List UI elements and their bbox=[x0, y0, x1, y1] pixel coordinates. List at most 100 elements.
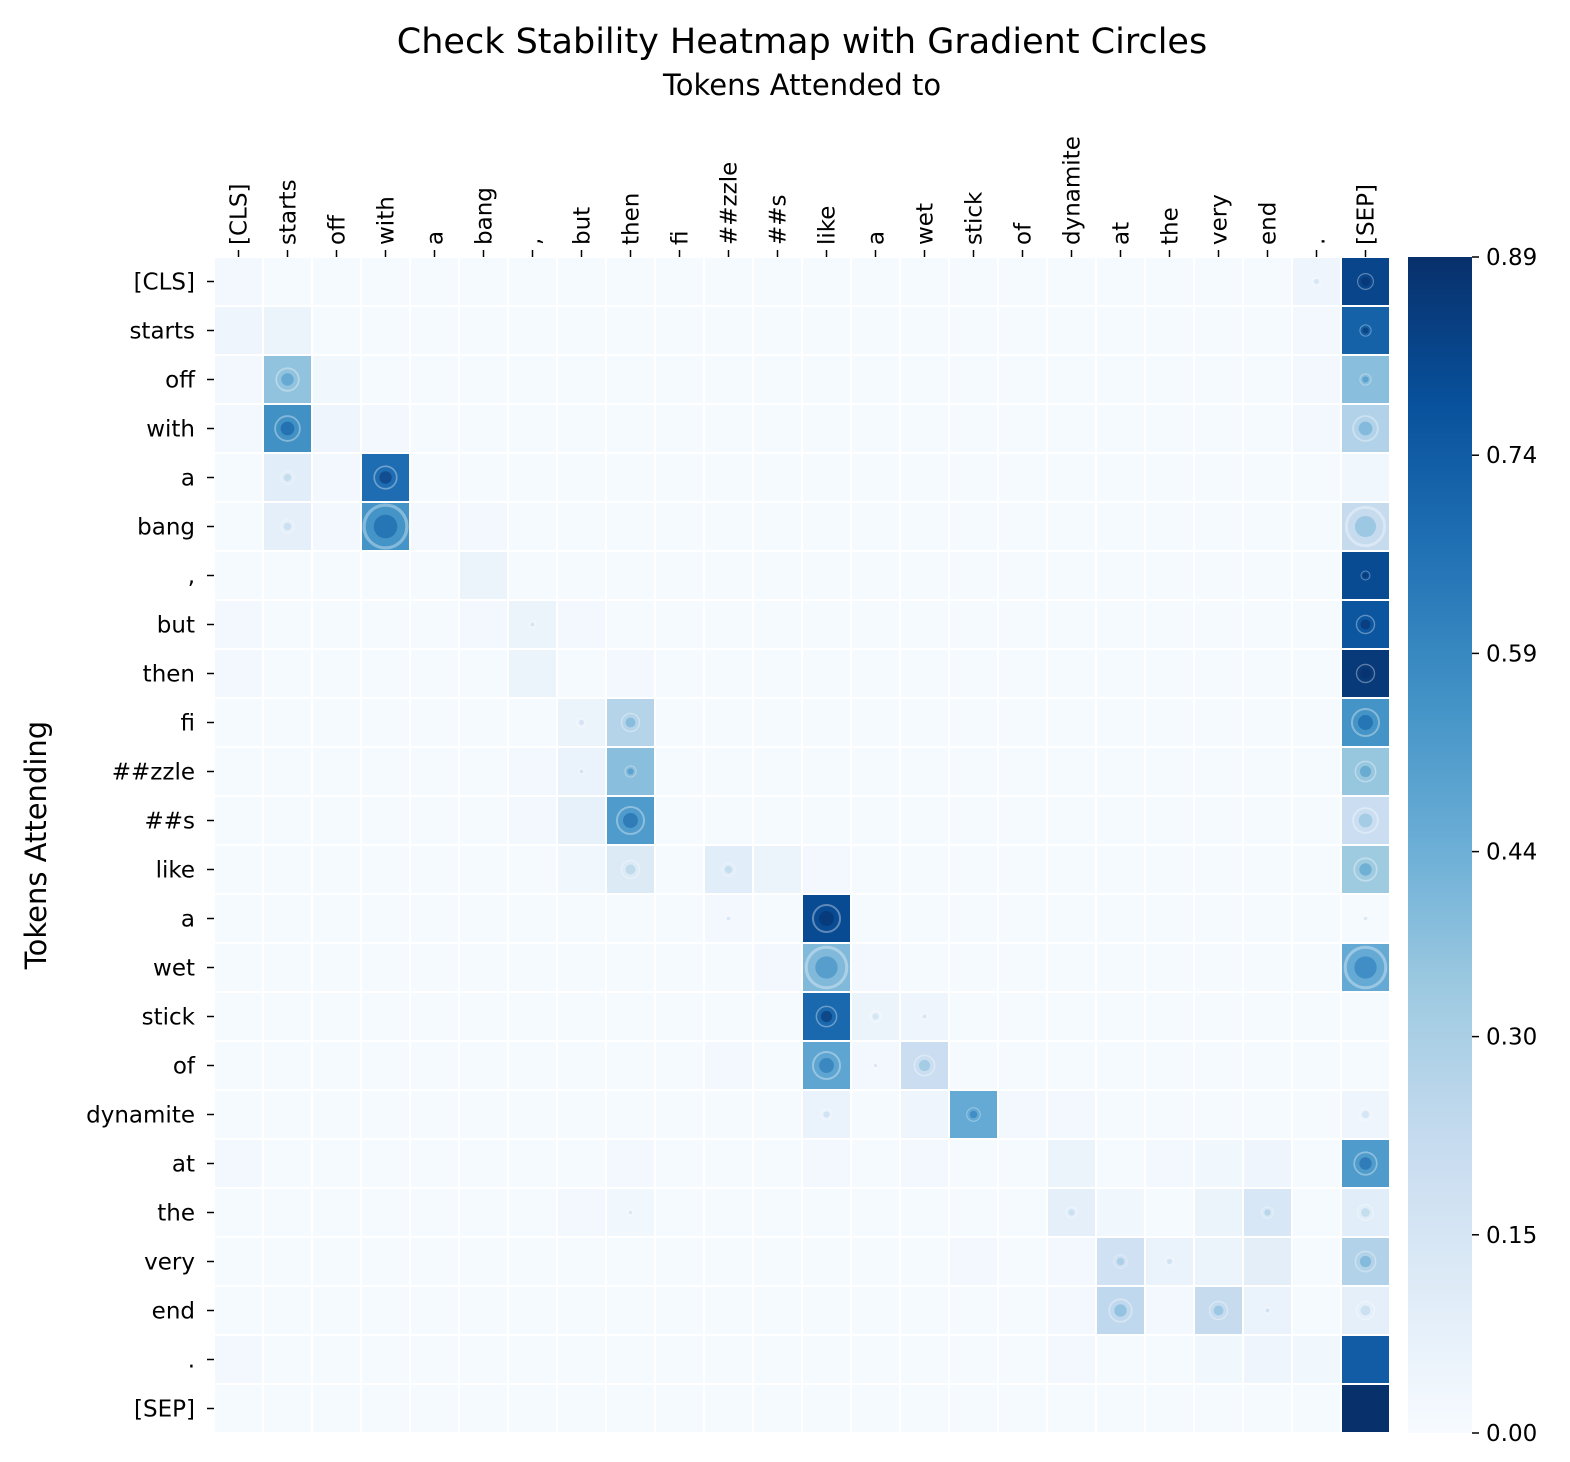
heatmap-cell bbox=[703, 1040, 754, 1091]
y-tick-label: starts bbox=[129, 319, 195, 345]
heatmap-cell bbox=[654, 844, 705, 895]
heatmap-cell bbox=[262, 942, 313, 993]
gradient-circle-core bbox=[820, 1010, 833, 1023]
heatmap-cell bbox=[752, 1089, 803, 1140]
y-tick-label: a bbox=[181, 907, 195, 933]
heatmap-cell bbox=[948, 599, 999, 650]
heatmap-cell bbox=[654, 452, 705, 503]
heatmap-cell bbox=[654, 403, 705, 454]
x-tick-label: ##s bbox=[766, 194, 792, 245]
heatmap-cell bbox=[1095, 1138, 1146, 1189]
heatmap-cell bbox=[1291, 501, 1342, 552]
gradient-circle-core bbox=[815, 956, 838, 979]
heatmap-cell bbox=[311, 305, 362, 356]
heatmap-cell bbox=[360, 305, 411, 356]
y-tick-label: [SEP] bbox=[134, 1397, 195, 1423]
heatmap-cell bbox=[1291, 305, 1342, 356]
heatmap-cell bbox=[507, 1040, 558, 1091]
heatmap-cell bbox=[997, 893, 1048, 944]
heatmap-cell bbox=[752, 256, 803, 307]
gradient-circle-core bbox=[1363, 916, 1368, 921]
heatmap-cell bbox=[997, 844, 1048, 895]
heatmap-cell bbox=[752, 1383, 803, 1434]
heatmap-cell bbox=[703, 305, 754, 356]
heatmap-cell bbox=[213, 844, 264, 895]
heatmap-cell bbox=[507, 452, 558, 503]
heatmap-cell bbox=[752, 795, 803, 846]
heatmap-cell bbox=[458, 942, 509, 993]
heatmap-cell bbox=[997, 501, 1048, 552]
heatmap-cell bbox=[556, 354, 607, 405]
heatmap-cell bbox=[948, 1236, 999, 1287]
heatmap-cell bbox=[1095, 746, 1146, 797]
heatmap-cell bbox=[262, 697, 313, 748]
y-tick-label: ##s bbox=[144, 809, 195, 835]
heatmap-cell bbox=[409, 1040, 460, 1091]
heatmap-cell bbox=[262, 1383, 313, 1434]
heatmap-cells bbox=[213, 256, 1391, 1434]
heatmap-cell bbox=[409, 1285, 460, 1336]
heatmap-cell bbox=[556, 305, 607, 356]
heatmap-cell bbox=[605, 1089, 656, 1140]
heatmap-cell bbox=[654, 697, 705, 748]
heatmap-cell bbox=[1046, 1236, 1097, 1287]
heatmap-cell bbox=[654, 550, 705, 601]
heatmap-cell bbox=[997, 942, 1048, 993]
heatmap-cell bbox=[1291, 844, 1342, 895]
heatmap-cell bbox=[213, 1334, 264, 1385]
heatmap-cell bbox=[1193, 354, 1244, 405]
gradient-circle-core bbox=[1360, 619, 1371, 630]
heatmap-cell bbox=[1242, 1334, 1293, 1385]
heatmap-cell bbox=[1242, 648, 1293, 699]
heatmap-cell bbox=[213, 942, 264, 993]
heatmap-cell bbox=[997, 1383, 1048, 1434]
heatmap-cell bbox=[1193, 1334, 1244, 1385]
heatmap-cell bbox=[409, 1334, 460, 1385]
heatmap-cell bbox=[605, 1334, 656, 1385]
heatmap-cell bbox=[850, 501, 901, 552]
heatmap-cell bbox=[1242, 354, 1293, 405]
heatmap-cell bbox=[1291, 354, 1342, 405]
heatmap-cell bbox=[801, 1383, 852, 1434]
y-tick-label: dynamite bbox=[86, 1103, 195, 1129]
heatmap-cell bbox=[948, 1187, 999, 1238]
y-tick-label: at bbox=[172, 1152, 195, 1178]
heatmap-cell bbox=[360, 746, 411, 797]
heatmap-cell bbox=[801, 795, 852, 846]
y-tick-label: , bbox=[188, 564, 195, 590]
heatmap-cell bbox=[1340, 452, 1391, 503]
heatmap-cell bbox=[801, 648, 852, 699]
heatmap-cell bbox=[1291, 1040, 1342, 1091]
heatmap-cell bbox=[1193, 893, 1244, 944]
heatmap-cell bbox=[605, 354, 656, 405]
heatmap-cell bbox=[850, 844, 901, 895]
heatmap-cell bbox=[409, 1236, 460, 1287]
heatmap-cell bbox=[556, 991, 607, 1042]
heatmap-cell bbox=[360, 1138, 411, 1189]
heatmap-cell bbox=[850, 305, 901, 356]
gradient-circle-core bbox=[1116, 1257, 1125, 1266]
heatmap-cell bbox=[311, 648, 362, 699]
heatmap-cell bbox=[654, 354, 705, 405]
heatmap-cell bbox=[605, 1138, 656, 1189]
heatmap-cell bbox=[899, 256, 950, 307]
heatmap-cell bbox=[1291, 991, 1342, 1042]
heatmap-cell bbox=[458, 403, 509, 454]
heatmap-cell bbox=[1242, 1040, 1293, 1091]
heatmap-cell bbox=[1193, 795, 1244, 846]
heatmap-cell bbox=[1340, 746, 1391, 797]
heatmap-cell bbox=[703, 354, 754, 405]
heatmap-cell bbox=[1193, 403, 1244, 454]
heatmap-cell bbox=[1291, 746, 1342, 797]
heatmap-cell bbox=[899, 1138, 950, 1189]
heatmap-cell bbox=[409, 452, 460, 503]
heatmap-cell bbox=[311, 1089, 362, 1140]
heatmap-cell bbox=[654, 256, 705, 307]
heatmap-cell bbox=[1242, 599, 1293, 650]
heatmap-cell bbox=[654, 501, 705, 552]
heatmap-cell bbox=[458, 501, 509, 552]
heatmap-cell bbox=[556, 893, 607, 944]
gradient-circle-core bbox=[1314, 279, 1319, 284]
heatmap-cell bbox=[850, 550, 901, 601]
heatmap-cell bbox=[703, 599, 754, 650]
